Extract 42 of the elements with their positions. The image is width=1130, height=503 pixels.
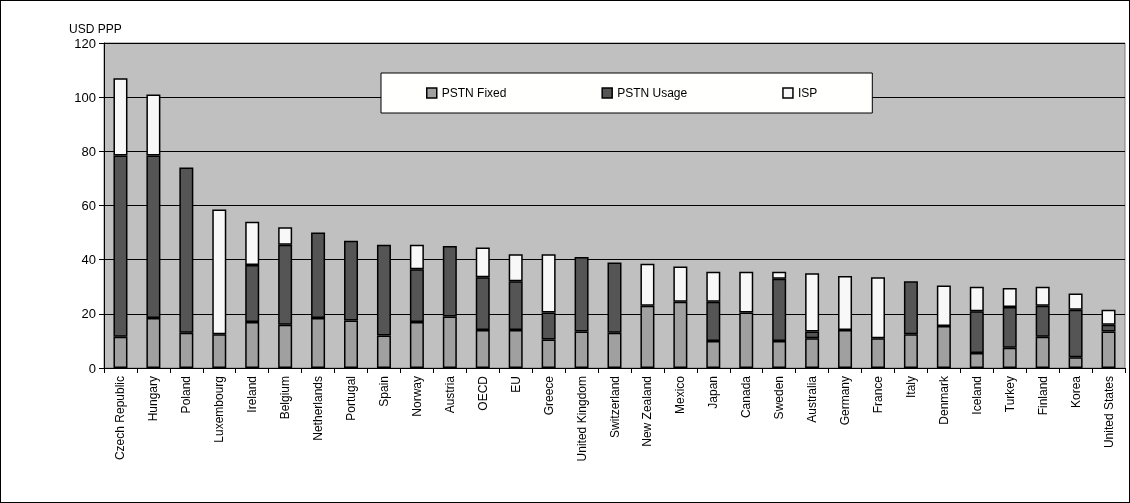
- x-tick-label: Greece: [541, 375, 556, 416]
- y-axis-title: USD PPP: [69, 22, 122, 36]
- x-tick-label: Sweden: [772, 376, 787, 420]
- x-tick-label: Turkey: [1002, 376, 1017, 413]
- x-tick-label: EU: [508, 376, 523, 393]
- legend-label: PSTN Usage: [617, 86, 688, 100]
- x-tick-label: Switzerland: [607, 376, 622, 439]
- x-tick-label: Luxembourg: [212, 376, 227, 443]
- x-tick-label: Ireland: [245, 376, 260, 413]
- x-tick-label: Iceland: [969, 376, 984, 415]
- x-tick-label: Denmark: [936, 375, 951, 425]
- legend-label: PSTN Fixed: [441, 86, 507, 100]
- x-tick-label: Norway: [409, 376, 424, 417]
- x-tick-label: France: [870, 375, 885, 414]
- x-tick-label: Hungary: [146, 376, 161, 422]
- x-tick-label: United Kingdom: [574, 376, 589, 462]
- x-tick-label: Mexico: [673, 375, 688, 415]
- x-tick-label: Spain: [376, 376, 391, 407]
- legend-label: ISP: [797, 86, 818, 100]
- x-tick-label: United States: [1101, 376, 1116, 449]
- x-tick-label: Finland: [1035, 376, 1050, 416]
- y-tick-label: 120: [74, 35, 96, 51]
- x-tick-label: Belgium: [278, 376, 293, 420]
- x-tick-label: Italy: [903, 376, 918, 399]
- x-tick-label: Portugal: [344, 376, 359, 421]
- y-tick-label: 60: [81, 198, 96, 213]
- x-tick-label: Netherlands: [311, 376, 326, 441]
- x-tick-label: Korea: [1068, 375, 1083, 409]
- x-tick-label: Japan: [706, 376, 721, 409]
- x-tick-label: Czech Republic: [113, 376, 128, 461]
- x-tick-label: Australia: [805, 375, 820, 423]
- x-tick-label: New Zealand: [640, 376, 655, 447]
- y-tick-label: 80: [81, 143, 96, 159]
- x-tick-label: Germany: [838, 376, 853, 426]
- x-tick-label: Poland: [179, 376, 194, 414]
- y-tick-label: 100: [74, 89, 96, 105]
- y-tick-label: 40: [81, 252, 96, 268]
- x-tick-label: Austria: [442, 375, 457, 414]
- x-tick-label: Canada: [739, 375, 754, 419]
- y-tick-label: 0: [88, 360, 96, 376]
- y-tick-label: 20: [81, 306, 96, 322]
- x-tick-label: OECD: [475, 375, 490, 411]
